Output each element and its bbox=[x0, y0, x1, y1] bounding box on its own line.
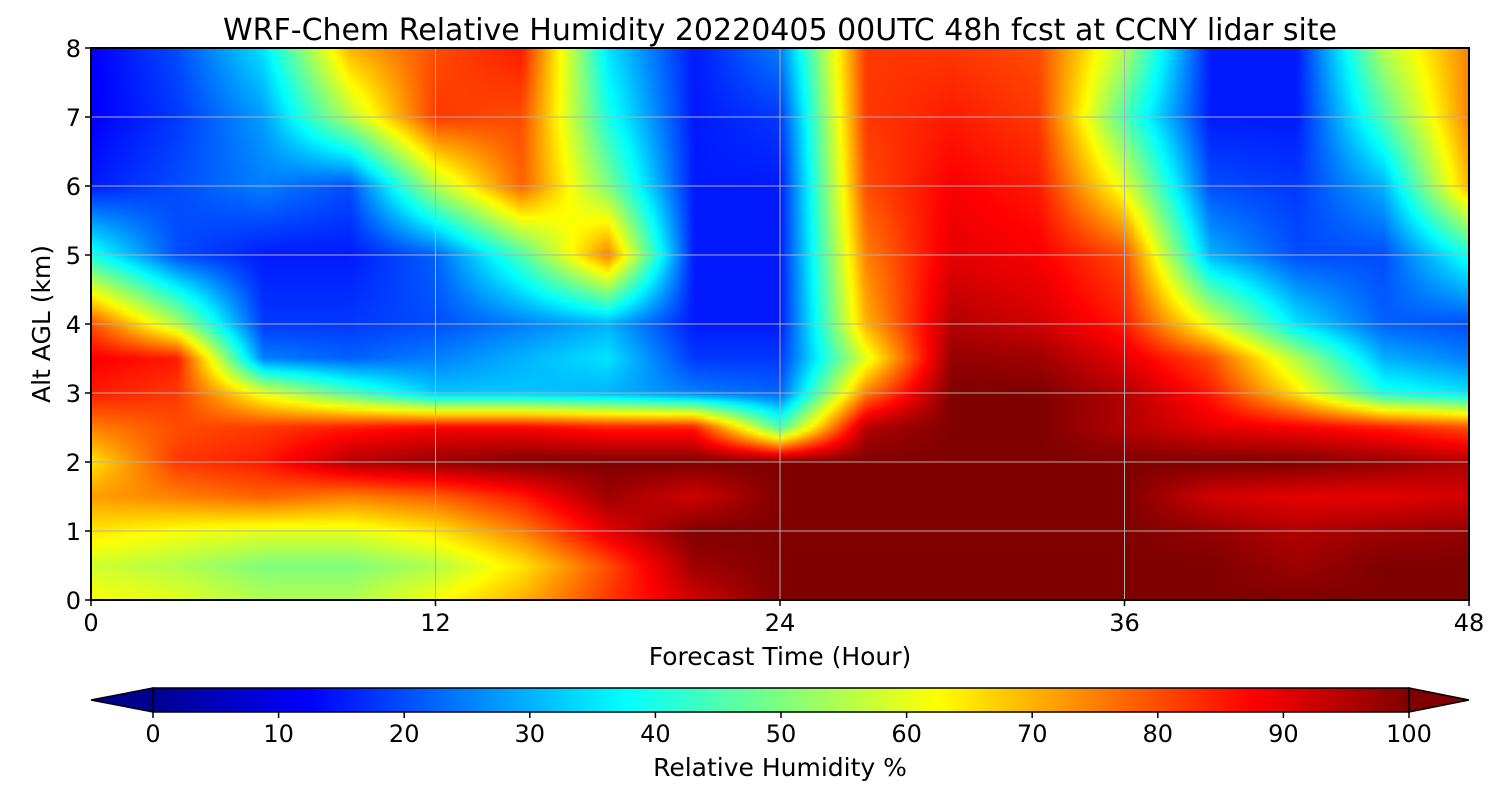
y-axis-label: Alt AGL (km) bbox=[27, 245, 56, 403]
y-tick-label: 7 bbox=[66, 104, 81, 132]
colorbar-tick-label: 80 bbox=[1143, 720, 1174, 748]
colorbar: 0 10 20 30 40 50 60 70 80 90 100 Relative Humidity… bbox=[90, 687, 1470, 782]
colorbar-ticks: 0 10 20 30 40 50 60 70 80 90 100 bbox=[145, 712, 1432, 748]
colorbar-tick-label: 70 bbox=[1017, 720, 1048, 748]
y-tick-label: 5 bbox=[66, 242, 81, 270]
x-tick-label: 12 bbox=[420, 609, 451, 637]
y-tick-label: 3 bbox=[66, 380, 81, 408]
colorbar-tick-label: 40 bbox=[640, 720, 671, 748]
colorbar-tick-label: 30 bbox=[515, 720, 546, 748]
colorbar-tick-label: 90 bbox=[1268, 720, 1299, 748]
colorbar-tick-label: 60 bbox=[891, 720, 922, 748]
grid-lines bbox=[91, 48, 1469, 600]
y-tick-label: 2 bbox=[66, 449, 81, 477]
x-tick-label: 48 bbox=[1454, 609, 1485, 637]
y-tick-label: 6 bbox=[66, 173, 81, 201]
colorbar-extend-low bbox=[90, 687, 154, 713]
x-tick-label: 36 bbox=[1109, 609, 1140, 637]
y-tick-label: 0 bbox=[66, 587, 81, 615]
y-tick-label: 4 bbox=[66, 311, 81, 339]
y-tick-label: 1 bbox=[66, 518, 81, 546]
x-axis-label: Forecast Time (Hour) bbox=[649, 642, 912, 671]
colorbar-tick-label: 100 bbox=[1386, 720, 1432, 748]
y-tick-label: 8 bbox=[66, 35, 81, 63]
colorbar-label: Relative Humidity % bbox=[653, 753, 907, 782]
x-axis: 0 12 24 36 48 bbox=[83, 600, 1484, 637]
y-axis: 0 1 2 3 4 5 6 7 8 bbox=[66, 35, 91, 615]
colorbar-tick-label: 50 bbox=[766, 720, 797, 748]
x-tick-label: 0 bbox=[83, 609, 98, 637]
colorbar-gradient bbox=[153, 688, 1409, 712]
colorbar-tick-label: 20 bbox=[389, 720, 420, 748]
chart-title: WRF-Chem Relative Humidity 20220405 00UT… bbox=[223, 13, 1337, 48]
colorbar-tick-label: 0 bbox=[145, 720, 160, 748]
colorbar-extend-high bbox=[1408, 687, 1470, 713]
colorbar-tick-label: 10 bbox=[263, 720, 294, 748]
x-tick-label: 24 bbox=[765, 609, 796, 637]
